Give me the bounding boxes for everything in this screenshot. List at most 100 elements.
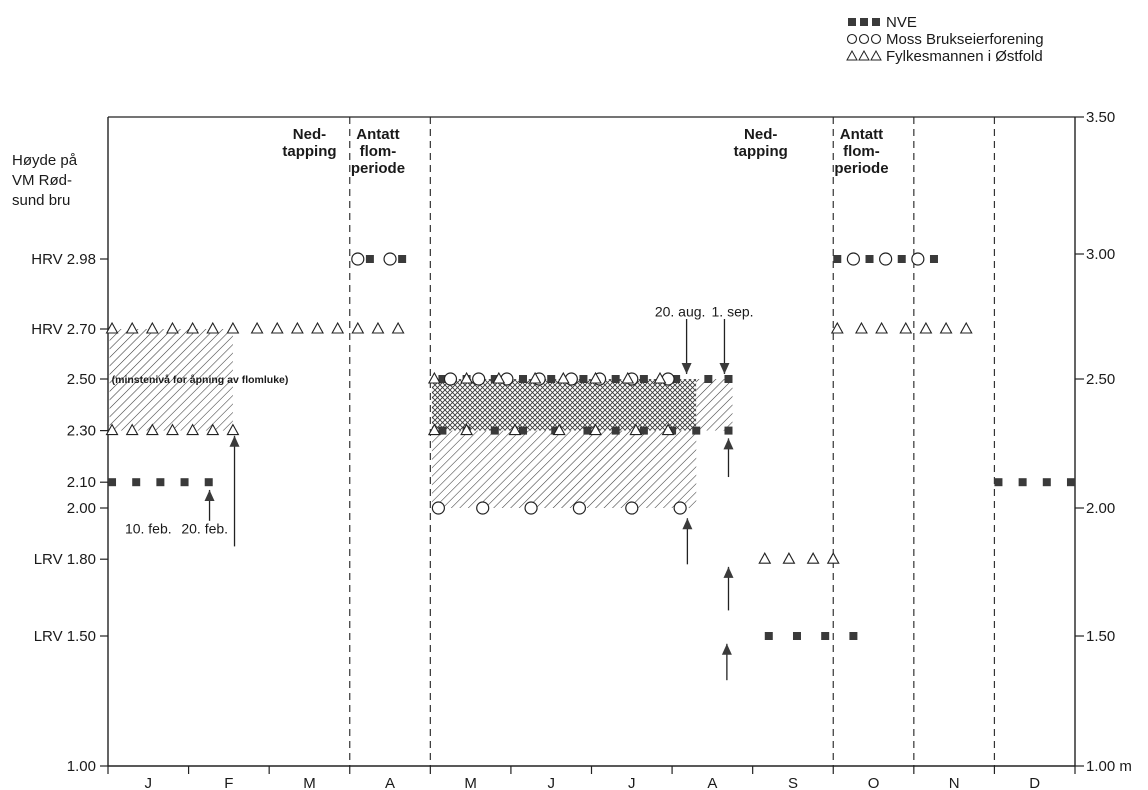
axes: J F M A M J J A S O N D HRV 2.98 HRV 2.70 2.50 2.30 2.10… bbox=[31, 109, 1132, 790]
nve-marker bbox=[365, 255, 374, 263]
arrow-head bbox=[723, 566, 734, 578]
fylkesmann-marker bbox=[270, 321, 284, 334]
annotation: (minstenivå for åpning av flomluke) bbox=[112, 374, 289, 386]
y2-tick-label: 3.00 bbox=[1086, 246, 1115, 263]
y2-tick-label: 3.50 bbox=[1086, 109, 1115, 126]
moss-marker bbox=[911, 252, 925, 266]
nve-marker bbox=[583, 426, 592, 435]
y2-tick-label: 2.50 bbox=[1086, 371, 1115, 388]
y-axis-title: Høyde på bbox=[12, 152, 78, 169]
x-tick-label: F bbox=[224, 775, 233, 790]
period-label: periode bbox=[351, 160, 405, 177]
nve-marker bbox=[1018, 478, 1027, 487]
hatched-band bbox=[696, 379, 733, 431]
arrow-head bbox=[682, 518, 693, 530]
x-tick-label: J bbox=[547, 775, 555, 790]
chart-text: Høyde på VM Rød-sund bru Ned-tapping Antatt… bbox=[12, 126, 889, 537]
moss-marker bbox=[846, 252, 860, 266]
fylkesmann-marker bbox=[939, 321, 953, 334]
y-tick-label: HRV 2.70 bbox=[31, 321, 96, 338]
nve-marker bbox=[897, 255, 906, 263]
fylkesmann-marker bbox=[371, 321, 385, 334]
legend-swatch bbox=[858, 49, 870, 61]
nve-marker bbox=[490, 426, 499, 435]
fylkesmann-marker bbox=[145, 321, 159, 334]
fylkesmann-marker bbox=[589, 423, 602, 436]
nve-marker bbox=[833, 255, 842, 263]
hatched-band bbox=[431, 430, 697, 508]
period-label: Ned- bbox=[293, 126, 326, 143]
fylkesmann-marker bbox=[125, 423, 139, 436]
legend-swatch bbox=[846, 33, 858, 45]
fylkesmann-marker bbox=[492, 371, 506, 384]
nve-marker bbox=[1042, 478, 1051, 487]
period-label: Antatt bbox=[840, 126, 883, 143]
fylkesmann-marker bbox=[166, 423, 179, 436]
nve-marker bbox=[611, 426, 620, 435]
y2-tick-label: 2.00 bbox=[1086, 500, 1115, 517]
nve-marker bbox=[490, 375, 499, 383]
moss-marker bbox=[431, 501, 445, 515]
fylkesmann-marker bbox=[629, 423, 643, 436]
arrow-head bbox=[719, 363, 730, 374]
arrow-head bbox=[721, 643, 732, 655]
fylkesmann-marker bbox=[919, 321, 933, 334]
x-tick-label: M bbox=[464, 775, 477, 790]
fylkesmann-marker bbox=[556, 371, 570, 384]
fylkesmann-marker bbox=[427, 423, 441, 436]
legend-swatch bbox=[848, 18, 856, 26]
fylkesmann-marker bbox=[782, 552, 796, 564]
arrow-head bbox=[204, 489, 215, 501]
nve-marker bbox=[108, 478, 117, 487]
period-label: flom- bbox=[843, 143, 880, 160]
nve-marker bbox=[519, 375, 528, 383]
y-tick-label: 2.00 bbox=[67, 500, 96, 517]
x-tick-label: J bbox=[145, 775, 153, 790]
fylkesmann-marker bbox=[589, 371, 602, 384]
legend-swatch bbox=[858, 33, 870, 45]
legend-swatch bbox=[872, 18, 880, 26]
nve-marker bbox=[156, 478, 165, 487]
nve-marker bbox=[639, 426, 648, 435]
nve-marker bbox=[821, 632, 830, 640]
fylkesmann-marker bbox=[460, 423, 474, 436]
fylkesmann-marker bbox=[145, 423, 159, 436]
y-tick-label: 2.50 bbox=[67, 371, 96, 388]
y-tick-label: 2.30 bbox=[67, 423, 96, 440]
nve-marker bbox=[180, 478, 189, 487]
arrow-head bbox=[229, 435, 240, 447]
x-tick-label: N bbox=[949, 775, 960, 790]
fylkesmann-marker bbox=[826, 552, 840, 564]
y-tick-label: HRV 2.98 bbox=[31, 251, 96, 268]
fylkesmann-marker bbox=[427, 371, 441, 384]
x-tick-label: A bbox=[707, 775, 717, 790]
fylkesmann-marker bbox=[105, 321, 119, 334]
moss-marker bbox=[383, 252, 397, 266]
annotation: 10. feb. bbox=[125, 521, 172, 537]
moss-marker bbox=[625, 501, 639, 515]
period-label: flom- bbox=[360, 143, 397, 160]
nve-marker bbox=[438, 426, 447, 435]
fylkesmann-marker bbox=[105, 423, 119, 436]
fylkesmann-marker bbox=[758, 552, 772, 564]
moss-marker bbox=[476, 501, 490, 515]
x-tick-label: O bbox=[868, 775, 880, 790]
nve-marker bbox=[551, 426, 560, 435]
moss-marker bbox=[472, 372, 486, 386]
period-label: Ned- bbox=[744, 126, 777, 143]
y2-tick-label: 1.50 bbox=[1086, 628, 1115, 645]
nve-marker bbox=[204, 478, 213, 487]
fylkesmann-marker bbox=[311, 321, 324, 334]
legend-swatch bbox=[860, 18, 868, 26]
moss-marker bbox=[351, 252, 365, 266]
y-axis-title: VM Rød- bbox=[12, 172, 72, 189]
fylkesmann-marker bbox=[290, 321, 304, 334]
legend-label: Moss Brukseierforening bbox=[886, 31, 1044, 48]
arrow-head bbox=[681, 363, 692, 374]
nve-marker bbox=[579, 375, 588, 383]
data-markers bbox=[105, 252, 1075, 640]
fylkesmann-marker bbox=[661, 423, 675, 436]
fylkesmann-marker bbox=[508, 423, 522, 436]
